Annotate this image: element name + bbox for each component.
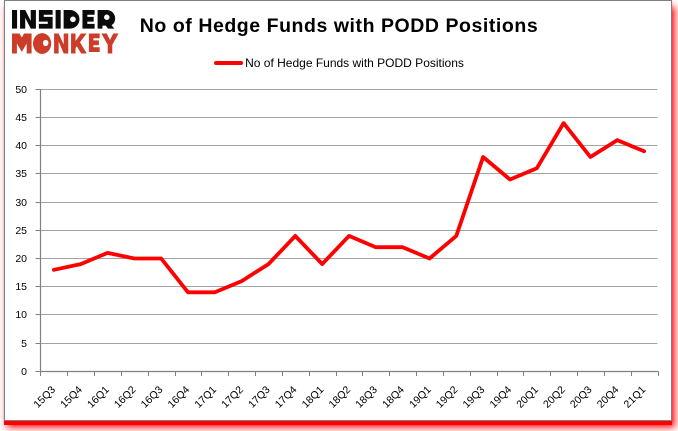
svg-text:19Q3: 19Q3: [461, 384, 488, 411]
svg-text:18Q2: 18Q2: [326, 384, 353, 411]
svg-text:17Q2: 17Q2: [219, 384, 246, 411]
svg-text:18Q3: 18Q3: [353, 384, 380, 411]
svg-text:18Q1: 18Q1: [300, 384, 327, 411]
svg-text:16Q4: 16Q4: [165, 384, 192, 411]
svg-text:45: 45: [15, 112, 27, 124]
svg-text:16Q2: 16Q2: [112, 384, 139, 411]
svg-text:0: 0: [21, 366, 27, 378]
svg-text:20Q2: 20Q2: [541, 384, 568, 411]
svg-text:17Q4: 17Q4: [273, 384, 300, 411]
svg-text:18Q4: 18Q4: [380, 384, 407, 411]
svg-text:15Q4: 15Q4: [58, 384, 85, 411]
svg-text:20: 20: [15, 253, 27, 265]
svg-text:30: 30: [15, 197, 27, 209]
svg-text:5: 5: [21, 338, 27, 350]
svg-text:16Q1: 16Q1: [85, 384, 112, 411]
svg-text:20Q1: 20Q1: [514, 384, 541, 411]
svg-text:20Q3: 20Q3: [568, 384, 595, 411]
svg-text:19Q1: 19Q1: [407, 384, 434, 411]
svg-text:20Q4: 20Q4: [595, 384, 622, 411]
svg-text:15Q3: 15Q3: [31, 384, 58, 411]
svg-text:21Q1: 21Q1: [622, 384, 649, 411]
svg-text:10: 10: [15, 309, 27, 321]
svg-text:50: 50: [15, 84, 27, 96]
svg-text:15: 15: [15, 281, 27, 293]
svg-text:40: 40: [15, 140, 27, 152]
svg-text:17Q3: 17Q3: [246, 384, 273, 411]
svg-text:16Q3: 16Q3: [139, 384, 166, 411]
svg-text:19Q2: 19Q2: [434, 384, 461, 411]
svg-text:17Q1: 17Q1: [192, 384, 219, 411]
svg-text:19Q4: 19Q4: [487, 384, 514, 411]
svg-text:25: 25: [15, 225, 27, 237]
svg-text:35: 35: [15, 168, 27, 180]
